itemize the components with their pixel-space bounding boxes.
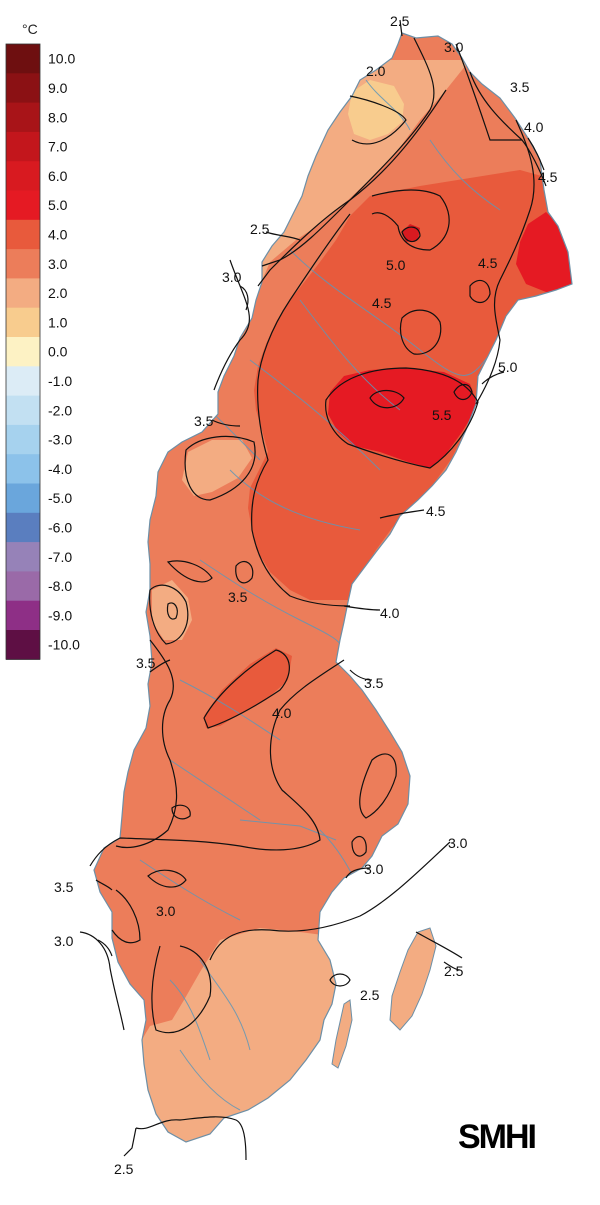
- legend-label: -2.0: [48, 402, 72, 418]
- legend-swatches: [5, 43, 41, 660]
- contour-label: 5.0: [498, 359, 518, 375]
- contour-label: 2.5: [114, 1161, 134, 1177]
- legend-label: -4.0: [48, 461, 72, 477]
- contour-label: 3.0: [156, 903, 176, 919]
- band-5-to-6-east: [328, 368, 478, 468]
- band-2-to-3-north: [210, 60, 470, 330]
- legend-swatch: [6, 249, 40, 279]
- contour-label: 2.5: [390, 13, 410, 29]
- legend-label: -3.0: [48, 432, 72, 448]
- legend-label: 3.0: [48, 256, 68, 272]
- contour-label: 3.0: [364, 861, 384, 877]
- legend-swatch: [6, 395, 40, 426]
- contour-label: 3.0: [444, 39, 464, 55]
- contour-label: 4.0: [524, 119, 544, 135]
- legend-swatch: [6, 219, 40, 250]
- legend-label: -9.0: [48, 607, 72, 623]
- legend-swatch: [6, 542, 40, 572]
- legend-swatch: [6, 454, 40, 484]
- legend-swatch: [6, 73, 40, 104]
- contour-label: 3.0: [54, 933, 74, 949]
- legend-swatch: [6, 131, 40, 162]
- legend-swatch: [6, 483, 40, 514]
- legend-swatch: [6, 307, 40, 338]
- contour-label: 4.5: [478, 255, 498, 271]
- band-2-to-3-west: [182, 440, 252, 496]
- legend-swatch: [6, 337, 40, 367]
- legend-swatch: [6, 630, 40, 660]
- legend-label: 2.0: [48, 285, 68, 301]
- isotherm-labels: 2.5 3.0 2.0 3.5 4.0 4.5 2.5 5.0 4.5 3.0 …: [54, 13, 558, 1177]
- contour-label: 3.0: [448, 835, 468, 851]
- legend-label: 5.0: [48, 197, 68, 213]
- legend-swatch: [6, 190, 40, 221]
- contour-label: 4.0: [380, 605, 400, 621]
- legend-swatch: [6, 161, 40, 191]
- legend-swatch: [6, 600, 40, 631]
- contour-label: 2.5: [250, 221, 270, 237]
- contour-label: 3.5: [194, 413, 214, 429]
- legend-label: 6.0: [48, 168, 68, 184]
- oland-island: [331, 999, 353, 1069]
- legend-label: 1.0: [48, 314, 68, 330]
- contour-label: 2.5: [360, 987, 380, 1003]
- contour-label: 4.5: [372, 295, 392, 311]
- legend-labels: 10.0 9.0 8.0 7.0 6.0 5.0 4.0 3.0 2.0 1.0 0.0 -1.0 -2…: [48, 51, 80, 653]
- contour-label: 4.0: [272, 705, 292, 721]
- legend-swatch: [6, 366, 40, 397]
- contour-label: 3.5: [364, 675, 384, 691]
- legend-label: -10.0: [48, 637, 80, 653]
- contour-label: 4.5: [538, 169, 558, 185]
- legend-label: -1.0: [48, 373, 72, 389]
- contour-label: 3.5: [228, 589, 248, 605]
- contour-label: 5.5: [432, 407, 452, 423]
- legend-label: -8.0: [48, 578, 72, 594]
- band-1-to-2-north: [348, 80, 404, 140]
- gotland-island: [389, 927, 437, 1031]
- legend-swatch: [6, 102, 40, 133]
- contour-label: 5.0: [386, 257, 406, 273]
- legend-label: -6.0: [48, 519, 72, 535]
- contour-label: 3.5: [54, 879, 74, 895]
- legend-swatch: [6, 278, 40, 309]
- contour-label: 2.5: [444, 963, 464, 979]
- legend-label: 4.0: [48, 227, 68, 243]
- legend-label: 0.0: [48, 344, 68, 360]
- isotherm-lines: [79, 19, 547, 1161]
- smhi-logo-text: SMHI: [458, 1118, 536, 1156]
- legend-unit: °C: [22, 21, 38, 37]
- smhi-logo: SMHI: [458, 1118, 538, 1156]
- legend-label: 10.0: [48, 51, 75, 67]
- legend-label: -5.0: [48, 490, 72, 506]
- color-legend: °C 10.0 9.0 8.0 7.0 6.0 5.0 4.0 3.0 2.0 1.0 0.0 -1.…: [5, 21, 80, 660]
- legend-label: 8.0: [48, 109, 68, 125]
- legend-label: 9.0: [48, 80, 68, 96]
- contour-label: 2.0: [366, 63, 386, 79]
- contour-label: 3.5: [510, 79, 530, 95]
- legend-frame: [5, 43, 41, 660]
- legend-label: 7.0: [48, 139, 68, 155]
- islands: [331, 927, 437, 1069]
- contour-label: 3.0: [222, 269, 242, 285]
- band-5-to-6-northeast: [516, 212, 572, 292]
- band-4-to-5-central: [204, 648, 292, 728]
- contour-label: 4.5: [426, 503, 446, 519]
- legend-label: -7.0: [48, 549, 72, 565]
- legend-swatch: [6, 44, 40, 74]
- contour-label: 3.5: [136, 655, 156, 671]
- legend-swatch: [6, 571, 40, 602]
- legend-swatch: [6, 512, 40, 543]
- legend-swatch: [6, 424, 40, 455]
